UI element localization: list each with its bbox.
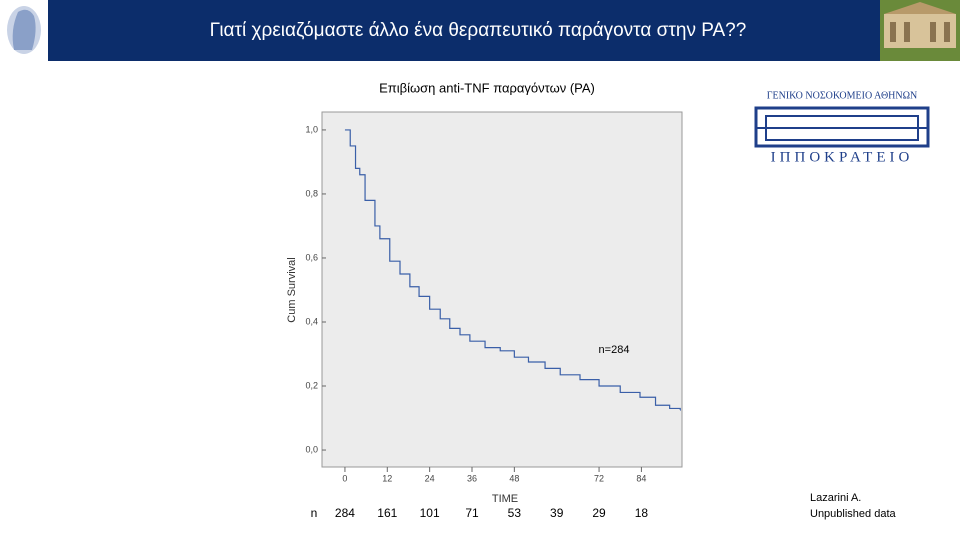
y-tick-label: 0,0 xyxy=(305,444,318,454)
hospital-logo: ΓΕΝΙΚΟ ΝΟΣΟΚΟΜΕΙΟ ΑΘΗΝΩΝ ΙΠΠΟΚΡΑΤΕΙΟ xyxy=(754,90,930,165)
at-risk-count: 71 xyxy=(465,506,479,520)
header-bar xyxy=(48,0,880,61)
at-risk-count: 101 xyxy=(420,506,440,520)
at-risk-count: 29 xyxy=(592,506,606,520)
y-tick-label: 1,0 xyxy=(305,124,318,134)
at-risk-label: n xyxy=(311,506,318,520)
x-tick-label: 12 xyxy=(382,473,392,483)
left-logo xyxy=(7,6,41,54)
source: Lazarini A. xyxy=(810,492,861,504)
x-axis-label: TIME xyxy=(492,493,518,505)
chart-title: Επιβίωση anti-TNF παραγόντων (ΡΑ) xyxy=(379,80,595,95)
y-axis-label: Cum Survival xyxy=(286,257,298,322)
logo-text: ΙΠΠΟΚΡΑΤΕΙΟ xyxy=(771,149,914,165)
x-tick-label: 84 xyxy=(636,473,646,483)
at-risk-count: 39 xyxy=(550,506,564,520)
x-tick-label: 72 xyxy=(594,473,604,483)
x-tick-label: 24 xyxy=(425,473,435,483)
y-tick-label: 0,8 xyxy=(305,188,318,198)
y-tick-label: 0,2 xyxy=(305,380,318,390)
x-tick-label: 0 xyxy=(342,473,347,483)
x-tick-label: 36 xyxy=(467,473,477,483)
logo-text: ΓΕΝΙΚΟ ΝΟΣΟΚΟΜΕΙΟ ΑΘΗΝΩΝ xyxy=(767,90,918,101)
x-tick-label: 48 xyxy=(509,473,519,483)
at-risk-count: 53 xyxy=(508,506,522,520)
source: Unpublished data xyxy=(810,508,897,520)
plot-area xyxy=(321,111,683,468)
annotation: n=284 xyxy=(599,344,630,356)
y-tick-label: 0,4 xyxy=(305,316,318,326)
at-risk-count: 284 xyxy=(335,506,355,520)
slide-title: Γιατί χρειαζόμαστε άλλο ένα θεραπευτικό … xyxy=(210,20,747,41)
survival-curve xyxy=(344,129,681,411)
at-risk-count: 161 xyxy=(377,506,397,520)
y-tick-label: 0,6 xyxy=(305,252,318,262)
at-risk-count: 18 xyxy=(635,506,649,520)
right-photo xyxy=(880,0,960,61)
